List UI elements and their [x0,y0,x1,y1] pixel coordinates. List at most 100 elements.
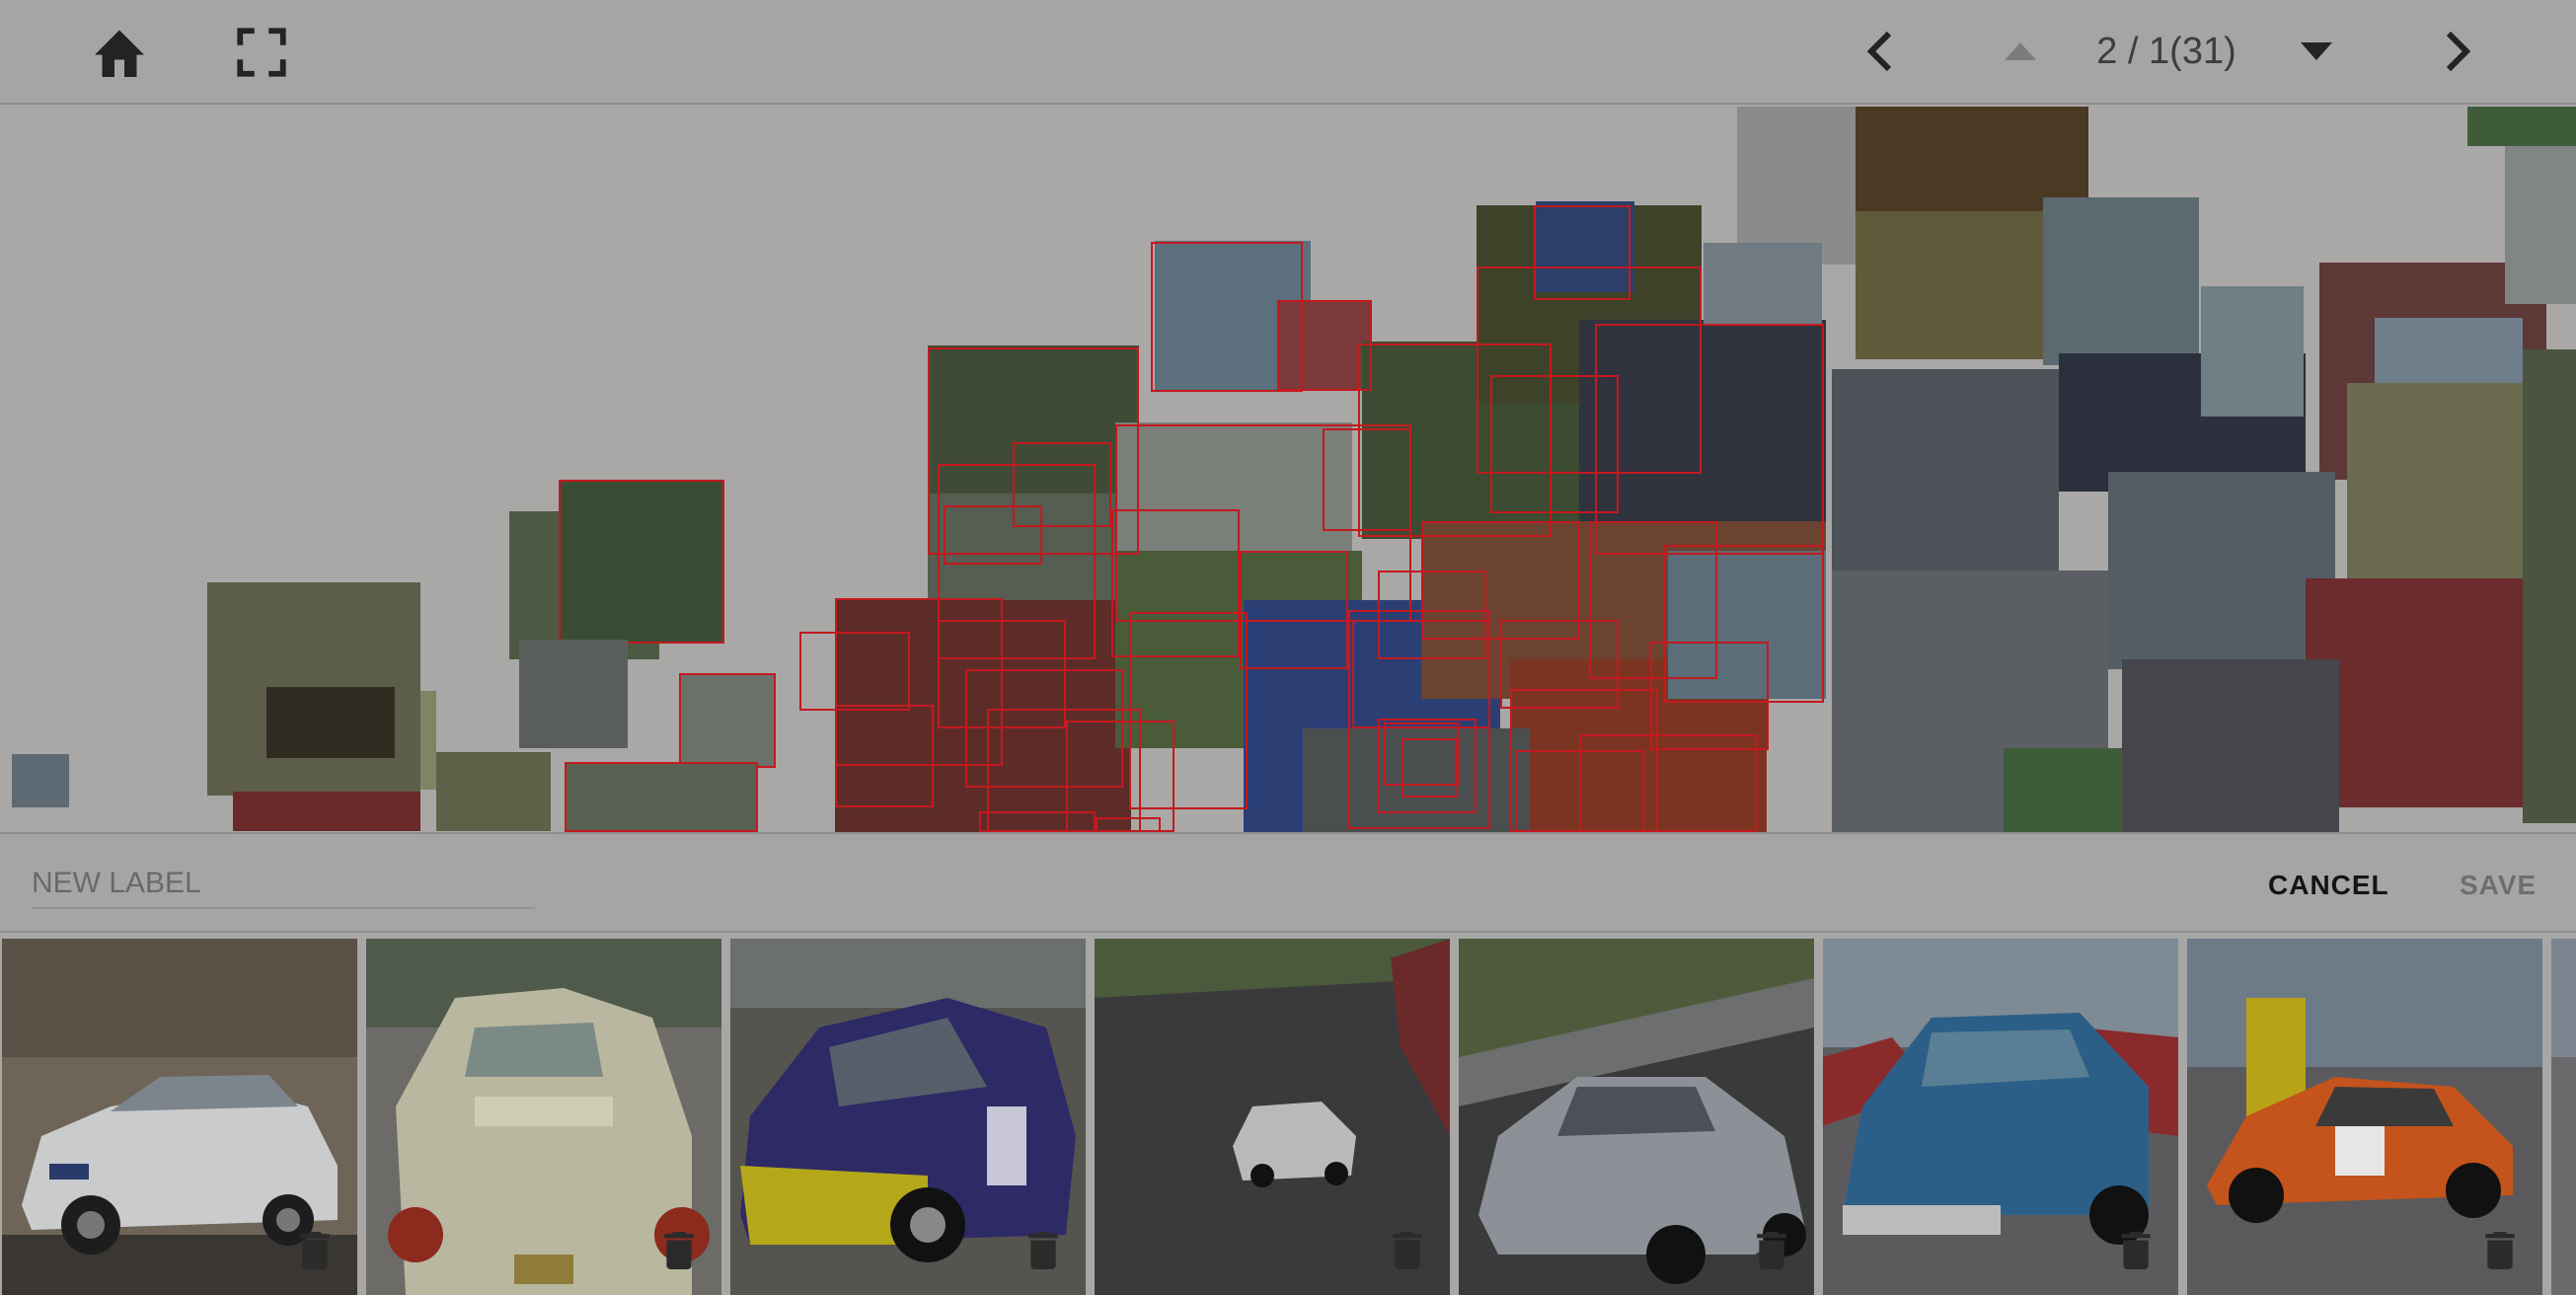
delete-image-button[interactable] [2485,1232,2515,1269]
selection-box [1151,242,1303,392]
delete-image-button[interactable] [2121,1232,2151,1269]
selection-box [835,705,934,807]
selection-box [1579,734,1757,832]
selection-box [1378,571,1486,659]
selection-box [928,347,1139,555]
down-button[interactable] [2295,32,2338,71]
home-button[interactable] [87,20,152,85]
image-tile[interactable] [1279,300,1372,389]
new-label-input[interactable] [32,860,535,909]
delete-image-button[interactable] [664,1232,694,1269]
triangle-down-icon [2301,42,2332,60]
fullscreen-button[interactable] [229,20,294,85]
top-toolbar: 2 / 1(31) [0,0,2576,105]
image-tile-selected[interactable] [559,480,724,644]
image-tile[interactable] [1832,369,2059,576]
delete-image-button[interactable] [1757,1232,1786,1269]
image-tile[interactable] [2505,146,2576,304]
delete-image-button[interactable] [1393,1232,1422,1269]
selection-box [1111,509,1240,657]
selection-box [938,620,1066,728]
gallery-thumbnail[interactable] [2,939,357,1295]
image-tile[interactable] [1668,551,1826,699]
up-button[interactable] [1999,32,2042,71]
trash-icon [1393,1232,1422,1269]
selection-box [1323,428,1411,531]
image-tile[interactable] [233,792,420,831]
image-tile[interactable] [2043,197,2199,365]
gallery-thumbnail[interactable] [1095,939,1450,1295]
selection-box [979,811,1096,832]
selection-box [1352,620,1490,728]
image-tile[interactable] [436,752,551,831]
image-tile-selected[interactable] [565,762,758,832]
next-page-button[interactable] [2433,22,2482,81]
white-porsche-track-image [1095,939,1450,1295]
image-gallery [0,935,2576,1295]
gallery-thumbnail[interactable] [1459,939,1814,1295]
image-tile[interactable] [2108,472,2335,669]
image-tile[interactable] [2201,286,2304,417]
cream-convertible-image [366,939,721,1295]
selection-box [1402,738,1457,798]
orange-porsche-762-image [2187,939,2542,1295]
save-button[interactable]: SAVE [2460,870,2538,900]
image-tile[interactable] [2306,578,2533,807]
silver-skyline-image [1459,939,1814,1295]
selection-box [1500,620,1619,709]
image-tile[interactable] [1856,107,2088,211]
image-tile[interactable] [1536,201,1634,292]
image-tile[interactable] [1704,243,1822,326]
image-tile[interactable] [519,640,628,748]
gallery-thumbnail[interactable] [730,939,1086,1295]
selection-box [1013,442,1111,527]
selection-box [1378,719,1477,813]
image-tile[interactable] [2467,107,2576,146]
selection-box [1595,324,1824,555]
image-tile[interactable] [2523,349,2576,823]
image-tile[interactable] [12,754,69,807]
gallery-thumbnail[interactable] [366,939,721,1295]
trash-icon [2121,1232,2151,1269]
gallery-thumbnail[interactable] [2187,939,2542,1295]
selection-box [1384,723,1459,786]
prev-page-button[interactable] [1856,22,1905,81]
trash-icon [300,1232,330,1269]
trash-icon [2485,1232,2515,1269]
chevron-right-icon [2446,31,2471,72]
selection-box [1096,817,1161,832]
chevron-left-icon [1866,31,1892,72]
image-tile[interactable] [1115,422,1352,571]
selection-box [965,669,1123,788]
triangle-up-icon [2005,42,2036,60]
image-tile[interactable] [2122,659,2339,832]
selection-box [1664,545,1824,703]
selection-box [1534,205,1630,300]
embedding-canvas[interactable] [0,107,2576,832]
cancel-button[interactable]: CANCEL [2268,870,2389,900]
image-tile-selected[interactable] [679,673,776,768]
selection-box [1129,612,1248,809]
selection-box [1240,551,1348,669]
image-tile[interactable] [2347,383,2544,580]
image-tile[interactable] [928,345,1139,494]
image-tile[interactable] [2004,748,2132,832]
image-tile[interactable] [420,691,436,790]
delete-image-button[interactable] [1028,1232,1058,1269]
selection-box [799,632,910,711]
image-tile[interactable] [1737,107,1857,265]
purple-rally-car-image [730,939,1086,1295]
selection-box [835,598,1003,766]
image-tile[interactable] [1303,728,1530,832]
selection-box [944,505,1042,565]
selection-box [938,464,1096,659]
gallery-thumbnail[interactable] [2551,939,2576,1295]
gallery-thumbnail[interactable] [1823,939,2178,1295]
image-tile[interactable] [266,687,395,758]
fullscreen-icon [237,28,286,77]
image-tile[interactable] [835,600,1131,832]
page-indicator: 2 / 1(31) [2096,31,2236,72]
delete-image-button[interactable] [300,1232,330,1269]
image-tile[interactable] [1856,211,2043,359]
trash-icon [1028,1232,1058,1269]
